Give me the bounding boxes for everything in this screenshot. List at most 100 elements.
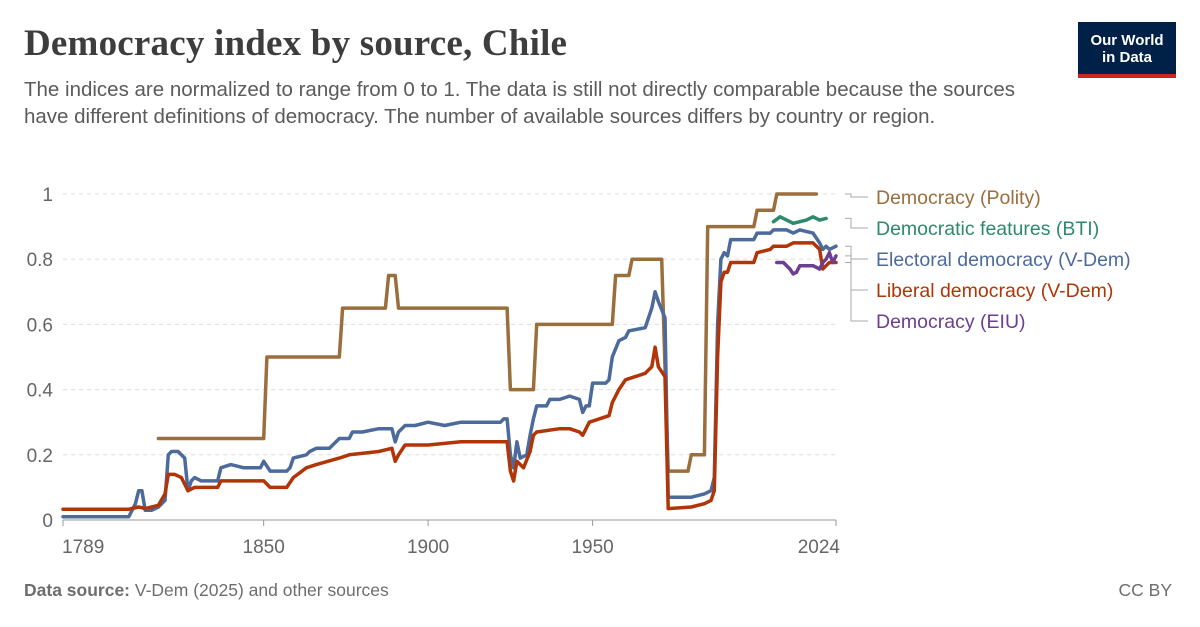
data-point — [193, 476, 197, 480]
series-4 — [775, 250, 838, 276]
gridlines — [63, 193, 836, 456]
data-point — [528, 433, 532, 437]
data-point — [535, 322, 539, 326]
data-point — [502, 440, 506, 444]
data-point — [393, 274, 397, 277]
data-point — [772, 208, 776, 212]
data-point — [581, 410, 585, 414]
data-point — [505, 440, 509, 444]
data-point — [242, 466, 246, 470]
series-label[interactable]: Electoral democracy (V-Dem) — [876, 249, 1131, 271]
data-point — [265, 355, 269, 359]
label-connector — [845, 193, 868, 198]
data-point — [337, 437, 341, 440]
data-point — [502, 417, 506, 421]
data-point — [722, 270, 726, 274]
data-point — [508, 388, 512, 392]
data-point — [633, 375, 637, 379]
series-line[interactable] — [156, 192, 819, 473]
data-point — [258, 466, 262, 470]
series-label[interactable]: Democracy (Polity) — [876, 187, 1041, 209]
x-tick-label: 2024 — [798, 537, 841, 558]
data-point — [515, 440, 519, 444]
logo-line-2: in Data — [1101, 49, 1152, 66]
data-point — [785, 244, 789, 248]
data-point — [219, 466, 223, 470]
series-1 — [771, 215, 828, 226]
data-point — [505, 417, 509, 421]
data-point — [643, 371, 647, 375]
data-point — [752, 238, 756, 242]
data-point — [811, 264, 815, 268]
data-point — [653, 290, 657, 294]
data-point — [824, 244, 828, 248]
data-point — [581, 433, 585, 437]
data-point — [512, 479, 516, 483]
data-point — [610, 401, 614, 405]
data-point — [426, 420, 430, 424]
data-point — [604, 381, 608, 385]
data-point — [610, 322, 614, 326]
data-point — [804, 241, 808, 245]
data-point — [752, 260, 756, 264]
y-tick-label: 0.2 — [27, 446, 53, 467]
data-point — [775, 192, 779, 196]
data-point — [459, 420, 463, 424]
data-point — [189, 479, 193, 483]
data-point — [755, 208, 759, 212]
data-point — [505, 306, 509, 310]
series-line[interactable] — [61, 241, 838, 511]
data-point — [216, 485, 220, 489]
data-point — [268, 469, 272, 473]
data-point — [390, 427, 394, 431]
license-link[interactable]: CC BY — [1118, 580, 1172, 600]
data-point — [304, 466, 308, 470]
data-point — [818, 267, 822, 271]
y-tick-label: 0 — [42, 511, 53, 532]
data-point — [663, 375, 667, 379]
data-point — [755, 231, 759, 235]
data-point — [831, 260, 835, 264]
series-label[interactable]: Democratic features (BTI) — [876, 218, 1099, 240]
series-0 — [156, 192, 819, 473]
data-point — [166, 472, 170, 476]
data-point — [443, 423, 447, 427]
data-point — [627, 274, 631, 277]
data-point — [568, 394, 572, 398]
data-point — [663, 316, 667, 320]
data-point — [660, 257, 664, 261]
data-point — [413, 423, 417, 427]
data-point — [795, 270, 799, 274]
data-point — [791, 221, 795, 225]
data-point — [617, 388, 621, 392]
data-point — [804, 264, 808, 268]
data-point — [393, 459, 397, 463]
data-point — [623, 378, 627, 382]
data-point — [791, 272, 795, 276]
data-point — [623, 335, 627, 339]
data-point — [166, 453, 170, 457]
data-point — [834, 254, 838, 258]
data-point — [498, 420, 502, 424]
data-point — [393, 440, 397, 444]
data-point — [390, 446, 394, 450]
data-point — [347, 437, 351, 440]
data-point — [656, 257, 660, 261]
data-point — [785, 228, 789, 232]
data-point — [163, 492, 167, 496]
data-point — [824, 264, 828, 268]
data-point — [702, 492, 706, 496]
data-point — [508, 469, 512, 473]
data-point — [781, 260, 785, 264]
data-point — [531, 417, 535, 421]
data-point — [798, 220, 802, 224]
series-label[interactable]: Liberal democracy (V-Dem) — [876, 280, 1113, 302]
series-label[interactable]: Democracy (EIU) — [876, 311, 1026, 333]
axes: 0 0.2 0.4 0.6 0.8 1 1789 1850 1900 1950 2024 — [27, 185, 841, 558]
data-point — [183, 456, 187, 460]
series-line[interactable] — [61, 228, 838, 519]
data-point — [475, 420, 479, 424]
data-point — [827, 251, 831, 255]
data-point — [785, 218, 789, 222]
owid-logo[interactable]: Our World in Data — [1078, 22, 1176, 78]
